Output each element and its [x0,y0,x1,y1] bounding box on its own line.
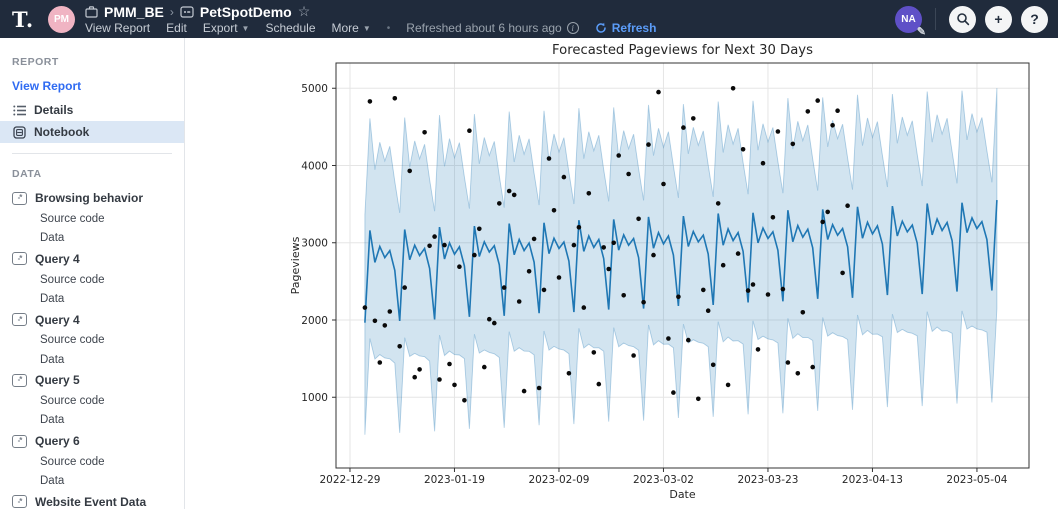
source-code-link[interactable]: Source code [40,455,105,468]
report-icon [180,5,194,18]
briefcase-icon [85,5,98,18]
breadcrumb: PMM_BE › PetSpotDemo ☆ [85,3,656,20]
menu-view-report[interactable]: View Report [85,21,151,35]
topbar-actions: NA ✎ + ? [895,5,1048,38]
data-source-name: Query 6 [35,434,80,449]
breadcrumb-separator: › [169,4,174,19]
sidebar-item-details[interactable]: Details [0,99,184,121]
data-link[interactable]: Data [40,292,65,305]
data-sources-list: -* Browsing behavior Source code Data -* Quer… [0,187,184,509]
data-source-row[interactable]: -* Browsing behavior [0,187,184,209]
notebook-icon [12,125,26,139]
data-source-name: Query 5 [35,373,80,388]
chevron-down-icon: ▼ [362,23,371,33]
sidebar-item-notebook[interactable]: Notebook [0,121,184,143]
query-icon: -* [12,373,27,387]
refreshed-status: Refreshed about 6 hours ago i [406,21,579,35]
sidebar-item-label: Details [34,103,74,117]
source-code-link[interactable]: Source code [40,273,105,286]
svg-text:Pageviews: Pageviews [289,236,302,294]
sidebar-report-header: REPORT [12,56,59,68]
star-icon[interactable]: ☆ [297,3,311,19]
header-stack: PMM_BE › PetSpotDemo ☆ View Report Edit … [85,3,656,35]
svg-text:2023-03-02: 2023-03-02 [633,474,694,486]
data-source-name: Query 4 [35,251,80,266]
content-area: REPORT View Report Details Notebook DATA… [0,38,1058,509]
data-source-row[interactable]: -* Website Event Data [0,491,184,509]
data-source-name: Query 4 [35,312,80,327]
menu-export[interactable]: Export ▼ [202,21,250,35]
menu-edit[interactable]: Edit [166,21,187,35]
sidebar-item-label: Notebook [34,125,90,139]
svg-text:3000: 3000 [301,238,328,250]
sidebar: REPORT View Report Details Notebook DATA… [0,38,185,509]
menu-schedule[interactable]: Schedule [265,21,316,35]
sidebar-divider [12,153,172,154]
query-icon: -* [12,434,27,448]
source-code-link[interactable]: Source code [40,212,105,225]
data-link[interactable]: Data [40,232,65,245]
forecast-chart: Forecasted Pageviews for Next 30 Days 100… [289,43,1030,501]
sidebar-view-report-link[interactable]: View Report [12,79,82,93]
menu-more[interactable]: More ▼ [331,21,371,35]
svg-text:2023-05-04: 2023-05-04 [946,474,1007,486]
add-button[interactable]: + [985,5,1012,33]
data-source-name: Website Event Data [35,494,147,509]
search-button[interactable] [949,5,976,33]
chevron-down-icon: ▼ [241,23,250,33]
search-icon [956,13,969,26]
info-icon[interactable]: i [566,22,579,34]
notebook-canvas: Forecasted Pageviews for Next 30 Days 100… [185,38,1058,509]
svg-text:4000: 4000 [301,160,328,172]
svg-text:2022-12-29: 2022-12-29 [319,474,380,486]
sidebar-data-header: DATA [12,168,42,180]
report-menu: View Report Edit Export ▼ Schedule More ▼ … [85,21,656,35]
data-source-row[interactable]: -* Query 5 [0,369,184,391]
query-icon: -* [12,495,27,509]
breadcrumb-workspace[interactable]: PMM_BE [104,3,164,20]
avatar[interactable]: PM [48,5,75,33]
query-icon: -* [12,191,27,205]
plus-icon: + [994,11,1003,27]
data-source-name: Browsing behavior [35,191,144,206]
svg-text:2023-02-09: 2023-02-09 [528,474,589,486]
breadcrumb-report-title[interactable]: PetSpotDemo [199,3,292,20]
svg-text:Date: Date [669,488,696,501]
refresh-button[interactable]: Refresh [595,21,656,35]
topbar: T. PM PMM_BE › PetSpotDemo ☆ View Report… [0,0,1058,38]
source-code-link[interactable]: Source code [40,395,105,408]
topbar-divider [935,8,936,30]
svg-text:2023-01-19: 2023-01-19 [424,474,485,486]
pencil-icon: ✎ [916,25,926,38]
list-icon [12,105,26,116]
svg-text:1000: 1000 [301,392,328,404]
data-source-row[interactable]: -* Query 4 [0,248,184,270]
query-icon: -* [12,313,27,327]
app-logo-icon[interactable]: T. [12,6,35,32]
svg-text:2023-04-13: 2023-04-13 [842,474,903,486]
svg-text:2023-03-23: 2023-03-23 [737,474,798,486]
menu-dot-separator: • [386,22,391,34]
help-button[interactable]: ? [1021,5,1048,33]
data-link[interactable]: Data [40,414,65,427]
svg-text:Forecasted Pageviews for Next: Forecasted Pageviews for Next 30 Days [552,43,813,58]
data-link[interactable]: Data [40,475,65,488]
data-source-row[interactable]: -* Query 4 [0,309,184,331]
account-avatar[interactable]: NA ✎ [895,5,926,38]
svg-text:5000: 5000 [301,83,328,95]
data-source-row[interactable]: -* Query 6 [0,430,184,452]
data-link[interactable]: Data [40,353,65,366]
source-code-link[interactable]: Source code [40,334,105,347]
svg-text:2000: 2000 [301,315,328,327]
refresh-icon [595,22,606,33]
query-icon: -* [12,252,27,266]
help-icon: ? [1030,11,1039,27]
